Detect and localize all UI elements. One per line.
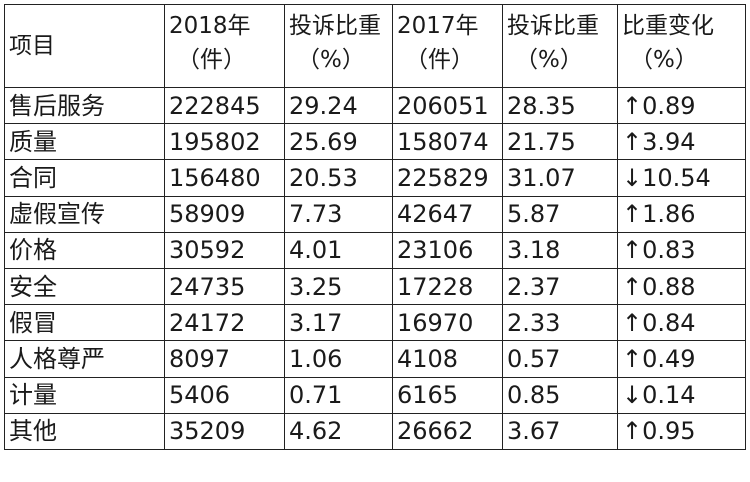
- count-2018-cell: 5406: [164, 376, 285, 414]
- share-2017-cell: 0.85: [502, 376, 618, 414]
- share-2018-cell: 7.73: [284, 195, 393, 233]
- count-2018-cell: 156480: [164, 159, 285, 197]
- share-2017-cell: 2.33: [502, 304, 618, 342]
- count-2018-cell: 30592: [164, 231, 285, 269]
- share-2018-cell: 4.01: [284, 231, 393, 269]
- complaint-statistics-table: 项目 2018年 （件） 投诉比重 （%） 2017年 （件） 投诉比重 （%）…: [4, 4, 746, 450]
- header-label: 项目: [9, 33, 55, 59]
- table-row: 虚假宣传 58909 7.73 42647 5.87 ↑1.86: [4, 195, 746, 233]
- table-row: 价格 30592 4.01 23106 3.18 ↑0.83: [4, 231, 746, 269]
- share-change-cell: ↑0.83: [617, 231, 746, 269]
- share-change-cell: ↑0.88: [617, 267, 746, 306]
- item-cell: 计量: [4, 376, 165, 414]
- header-unit: （件）: [177, 47, 246, 73]
- share-2018-cell: 3.25: [284, 267, 393, 306]
- count-2018-cell: 24735: [164, 267, 285, 306]
- share-2017-cell: 0.57: [502, 340, 618, 378]
- header-unit: （件）: [405, 47, 474, 73]
- share-2017-cell: 21.75: [502, 123, 618, 161]
- header-cell-item: 项目: [4, 4, 165, 88]
- share-change-cell: ↑1.86: [617, 195, 746, 233]
- count-2017-cell: 225829: [392, 159, 503, 197]
- header-row: 项目 2018年 （件） 投诉比重 （%） 2017年 （件） 投诉比重 （%）…: [4, 4, 746, 88]
- table-row: 其他 35209 4.62 26662 3.67 ↑0.95: [4, 412, 746, 450]
- item-cell: 安全: [4, 267, 165, 306]
- count-2018-cell: 24172: [164, 304, 285, 342]
- header-label: 投诉比重: [289, 13, 381, 39]
- count-2017-cell: 42647: [392, 195, 503, 233]
- share-change-cell: ↑0.95: [617, 412, 746, 450]
- share-2017-cell: 31.07: [502, 159, 618, 197]
- count-2017-cell: 206051: [392, 86, 503, 125]
- count-2017-cell: 17228: [392, 267, 503, 306]
- share-change-cell: ↑0.89: [617, 86, 746, 125]
- count-2017-cell: 4108: [392, 340, 503, 378]
- table-row: 人格尊严 8097 1.06 4108 0.57 ↑0.49: [4, 340, 746, 378]
- header-label: 比重变化: [622, 13, 714, 39]
- share-change-cell: ↓0.14: [617, 376, 746, 414]
- header-unit: （%）: [515, 47, 583, 73]
- count-2018-cell: 222845: [164, 86, 285, 125]
- header-cell-share-change: 比重变化 （%）: [617, 4, 746, 88]
- share-change-cell: ↑0.49: [617, 340, 746, 378]
- share-2018-cell: 0.71: [284, 376, 393, 414]
- item-cell: 售后服务: [4, 86, 165, 125]
- share-change-cell: ↑0.84: [617, 304, 746, 342]
- header-unit: （%）: [297, 47, 365, 73]
- item-cell: 合同: [4, 159, 165, 197]
- header-cell-2018-count: 2018年 （件）: [164, 4, 285, 88]
- table-row: 售后服务 222845 29.24 206051 28.35 ↑0.89: [4, 86, 746, 125]
- count-2018-cell: 58909: [164, 195, 285, 233]
- share-2017-cell: 5.87: [502, 195, 618, 233]
- count-2017-cell: 23106: [392, 231, 503, 269]
- count-2018-cell: 195802: [164, 123, 285, 161]
- item-cell: 价格: [4, 231, 165, 269]
- share-2018-cell: 25.69: [284, 123, 393, 161]
- share-2017-cell: 28.35: [502, 86, 618, 125]
- share-2018-cell: 29.24: [284, 86, 393, 125]
- count-2017-cell: 16970: [392, 304, 503, 342]
- share-2018-cell: 3.17: [284, 304, 393, 342]
- item-cell: 质量: [4, 123, 165, 161]
- share-2017-cell: 3.18: [502, 231, 618, 269]
- share-2017-cell: 2.37: [502, 267, 618, 306]
- table-row: 计量 5406 0.71 6165 0.85 ↓0.14: [4, 376, 746, 414]
- count-2017-cell: 6165: [392, 376, 503, 414]
- share-change-cell: ↓10.54: [617, 159, 746, 197]
- share-2017-cell: 3.67: [502, 412, 618, 450]
- table-row: 安全 24735 3.25 17228 2.37 ↑0.88: [4, 267, 746, 306]
- header-cell-2017-share: 投诉比重 （%）: [502, 4, 618, 88]
- item-cell: 虚假宣传: [4, 195, 165, 233]
- table-row: 合同 156480 20.53 225829 31.07 ↓10.54: [4, 159, 746, 197]
- header-label: 2018年: [169, 13, 251, 39]
- share-change-cell: ↑3.94: [617, 123, 746, 161]
- count-2018-cell: 35209: [164, 412, 285, 450]
- item-cell: 人格尊严: [4, 340, 165, 378]
- count-2017-cell: 26662: [392, 412, 503, 450]
- table-row: 质量 195802 25.69 158074 21.75 ↑3.94: [4, 123, 746, 161]
- table-row: 假冒 24172 3.17 16970 2.33 ↑0.84: [4, 304, 746, 342]
- share-2018-cell: 20.53: [284, 159, 393, 197]
- header-label: 2017年: [397, 13, 479, 39]
- header-label: 投诉比重: [507, 13, 599, 39]
- header-cell-2018-share: 投诉比重 （%）: [284, 4, 393, 88]
- count-2018-cell: 8097: [164, 340, 285, 378]
- item-cell: 其他: [4, 412, 165, 450]
- share-2018-cell: 4.62: [284, 412, 393, 450]
- count-2017-cell: 158074: [392, 123, 503, 161]
- header-unit: （%）: [630, 47, 698, 73]
- header-cell-2017-count: 2017年 （件）: [392, 4, 503, 88]
- share-2018-cell: 1.06: [284, 340, 393, 378]
- item-cell: 假冒: [4, 304, 165, 342]
